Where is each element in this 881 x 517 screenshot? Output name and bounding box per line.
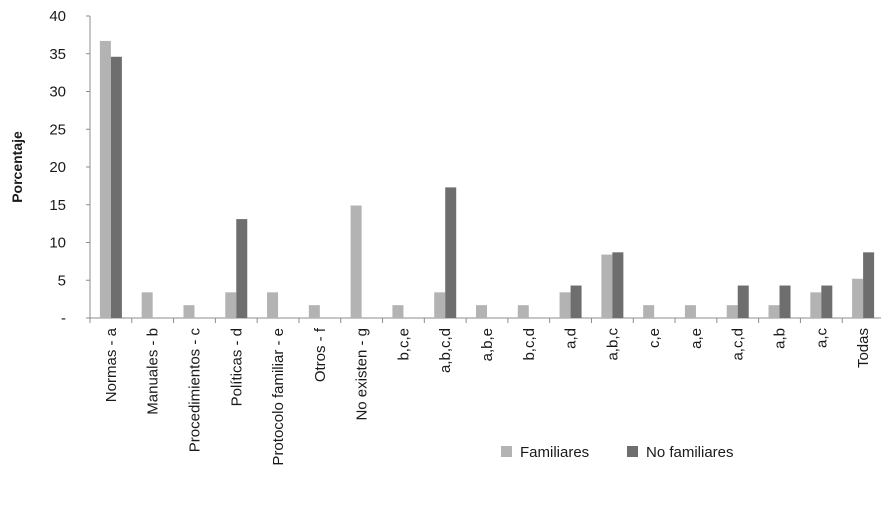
bar-familiares-otros-f — [308, 305, 320, 318]
bar-familiares-a-e — [684, 305, 696, 318]
bar-familiares-a-b-c-d — [434, 292, 446, 318]
legend-label-familiares: Familiares — [520, 444, 589, 461]
legend: Familiares No familiares — [501, 444, 734, 461]
y-tick-label: 30 — [49, 84, 66, 101]
x-category-label: a,b,e — [479, 328, 496, 361]
y-tick-label: - — [61, 310, 66, 327]
bar-familiares-b-c-e — [392, 305, 404, 318]
bar-familiares-no-existen-g — [350, 205, 362, 318]
bar-no-familiares-normas-a — [110, 56, 122, 319]
bar-familiares-a-c — [810, 292, 822, 318]
x-category-label: b,c,e — [395, 328, 412, 361]
bar-no-familiares-a-d — [570, 285, 582, 318]
legend-swatch-familiares — [501, 446, 512, 457]
x-category-label: a,b — [772, 328, 789, 349]
x-category-label: Manuales - b — [145, 328, 162, 415]
x-category-label: Protocolo familiar - e — [270, 328, 287, 466]
bar-no-familiares-a-c-d — [737, 285, 749, 318]
x-category-label: Todas — [855, 328, 872, 368]
x-category-label: a,e — [688, 328, 705, 349]
x-category-label: c,e — [646, 328, 663, 348]
bar-familiares-procedimientos-c — [183, 305, 195, 318]
bar-no-familiares-politicas-d — [236, 219, 248, 318]
bar-familiares-a-c-d — [726, 305, 738, 318]
bar-no-familiares-a-b — [779, 285, 791, 318]
x-category-label: Normas - a — [103, 327, 120, 402]
bar-familiares-a-b-e — [476, 305, 487, 318]
x-category-label: Políticas - d — [228, 328, 245, 406]
y-tick-label: 40 — [49, 8, 66, 25]
x-category-label: No existen - g — [354, 328, 371, 421]
x-category-label: b,c,d — [521, 328, 538, 361]
x-category-label: a,b,c,d — [437, 328, 454, 373]
x-category-label: Otros - f — [312, 327, 329, 382]
bar-familiares-b-c-d — [517, 305, 529, 318]
y-tick-label: 35 — [49, 46, 66, 63]
bar-no-familiares-a-c — [821, 285, 833, 318]
legend-label-no-familiares: No familiares — [646, 444, 734, 461]
y-tick-label: 20 — [49, 159, 66, 176]
y-tick-label: 10 — [49, 235, 66, 252]
x-category-label: a,c,d — [730, 328, 747, 361]
bar-familiares-politicas-d — [225, 292, 237, 318]
y-tick-label: 25 — [49, 121, 66, 138]
y-axis-title: Porcentaje — [9, 131, 25, 203]
bar-familiares-protocolo-familiar-e — [267, 292, 279, 318]
bar-no-familiares-a-b-c — [612, 252, 624, 318]
bar-familiares-a-b — [768, 305, 780, 318]
bar-familiares-manuales-b — [141, 292, 153, 318]
bar-familiares-c-e — [643, 305, 655, 318]
y-tick-label: 5 — [58, 272, 66, 289]
x-category-label: a,b,c — [604, 328, 621, 361]
x-category-label: a,c — [813, 328, 830, 349]
bar-no-familiares-a-b-c-d — [445, 187, 457, 318]
bar-familiares-a-d — [559, 292, 571, 318]
legend-swatch-no-familiares — [627, 446, 638, 457]
x-category-label: a,d — [563, 328, 580, 349]
bar-familiares-a-b-c — [601, 254, 613, 318]
bar-familiares-normas-a — [99, 40, 111, 318]
x-category-label: Procedimientos - c — [186, 328, 203, 453]
y-tick-label: 15 — [49, 197, 66, 214]
bar-familiares-todas — [852, 278, 864, 318]
bar-no-familiares-todas — [863, 252, 875, 318]
plot-area: - 5 10 15 20 25 30 35 40 Normas - a Manuales - b Pr… — [49, 8, 881, 466]
